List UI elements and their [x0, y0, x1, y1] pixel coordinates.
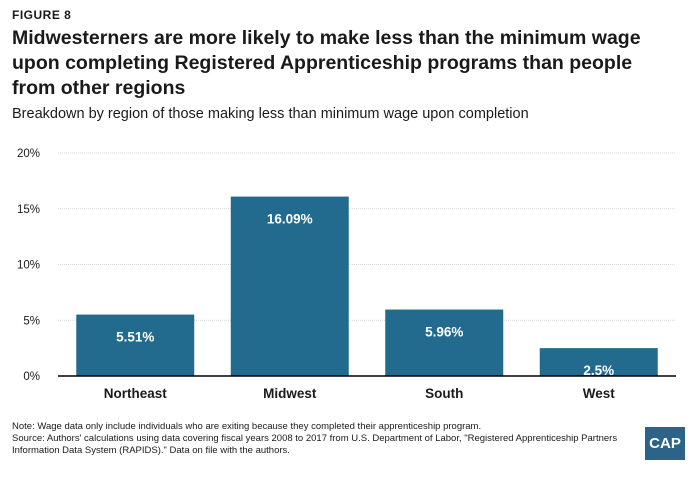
data-label: 16.09%	[267, 212, 313, 227]
data-label: 5.96%	[425, 325, 463, 340]
x-tick-label: Midwest	[263, 386, 317, 401]
y-tick-label: 20%	[17, 148, 40, 160]
chart-notes: Note: Wage data only include individuals…	[12, 421, 618, 457]
bar-midwest	[230, 196, 349, 376]
x-tick-label: Northeast	[104, 386, 168, 401]
chart-title: Midwesterners are more likely to make le…	[12, 27, 641, 99]
x-tick-label: West	[583, 386, 616, 401]
y-tick-label: 15%	[17, 204, 40, 216]
figure-label: FIGURE 8	[12, 8, 72, 22]
bar-chart: 0% 5% 10% 15% 20% 5.51% Northeast 16.09% Midwest…	[17, 148, 676, 401]
data-label: 2.5%	[583, 363, 614, 378]
source-text-line-1: Source: Authors' calculations using data…	[12, 433, 618, 444]
bar-south	[385, 309, 504, 376]
source-text-line-2: Information Data System (RAPIDS)." Data …	[12, 445, 290, 456]
chart-subtitle: Breakdown by region of those making less…	[12, 106, 529, 122]
y-tick-label: 0%	[23, 371, 40, 383]
y-tick-label: 10%	[17, 260, 40, 272]
x-tick-label: South	[425, 386, 463, 401]
data-label: 5.51%	[116, 330, 154, 345]
cap-logo: CAP	[645, 427, 685, 460]
bar-west	[539, 348, 658, 376]
bar-northeast	[76, 314, 195, 376]
note-text: Note: Wage data only include individuals…	[12, 421, 482, 432]
y-tick-label: 5%	[23, 315, 40, 327]
